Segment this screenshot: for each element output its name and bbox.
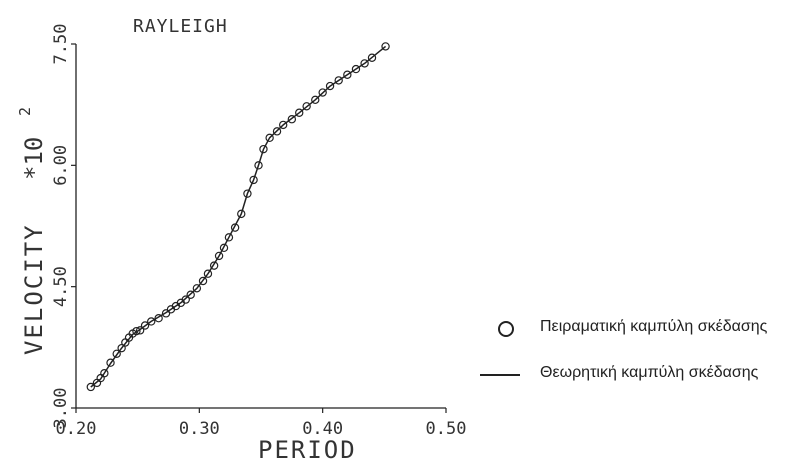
data-point-experimental — [214, 251, 224, 261]
data-point-experimental — [219, 243, 229, 253]
data-point-experimental — [181, 295, 190, 304]
data-point-experimental — [381, 42, 390, 51]
data-point-experimental — [224, 233, 234, 242]
x-tick-label: 0.50 — [426, 419, 467, 439]
solid-line-icon — [480, 374, 520, 376]
series-markers-group — [86, 42, 390, 392]
y-axis-label: VELOCITY *10 2 — [16, 107, 48, 355]
ticks: 0.20 0.30 0.40 0.50 3.00 4.50 6.00 7.50 — [51, 24, 466, 439]
data-point-experimental — [117, 343, 126, 353]
axes — [75, 44, 446, 409]
open-circle-marker-icon — [498, 321, 514, 337]
data-point-experimental — [230, 223, 240, 232]
legend-item-experimental: Πειραματική καμπύλη σκέδασης — [490, 318, 790, 342]
data-point-experimental — [287, 115, 297, 124]
y-tick-label: 7.50 — [51, 24, 71, 65]
data-point-experimental — [135, 326, 145, 335]
data-point-experimental — [192, 284, 202, 293]
x-tick-label: 0.40 — [302, 419, 343, 439]
data-point-experimental — [254, 161, 263, 170]
data-point-experimental — [272, 127, 282, 136]
data-point-experimental — [259, 144, 268, 154]
data-point-experimental — [147, 317, 156, 326]
data-point-experimental — [198, 276, 208, 286]
x-tick-label: 0.20 — [56, 419, 97, 439]
data-point-experimental — [318, 88, 327, 97]
data-point-experimental — [100, 369, 109, 378]
legend-label-theoretical: Θεωρητική καμπύλη σκέδασης — [540, 364, 759, 381]
y-tick-label: 3.00 — [51, 388, 71, 429]
data-point-experimental — [140, 321, 150, 330]
data-point-experimental — [92, 378, 102, 388]
data-point-experimental — [343, 70, 352, 79]
y-axis-label-exponent: 2 — [16, 107, 34, 116]
x-tick-label: 0.30 — [179, 419, 220, 439]
y-axis-label-main: VELOCITY — [20, 223, 48, 355]
data-point-experimental — [325, 81, 335, 91]
y-tick-label: 6.00 — [51, 145, 71, 186]
legend-item-theoretical: Θεωρητική καμπύλη σκέδασης — [480, 364, 790, 388]
y-tick-label: 4.50 — [51, 266, 71, 307]
data-point-experimental — [334, 76, 343, 85]
data-point-experimental — [360, 59, 369, 68]
data-point-experimental — [279, 120, 288, 130]
data-point-experimental — [161, 309, 171, 318]
data-point-experimental — [186, 290, 195, 299]
legend: Πειραματική καμπύλη σκέδασης Θεωρητική κ… — [480, 318, 790, 410]
data-point-experimental — [295, 108, 304, 117]
data-point-experimental — [302, 102, 311, 111]
data-point-experimental — [112, 349, 121, 359]
data-point-experimental — [249, 175, 258, 185]
legend-label-experimental: Πειραματική καμπύλη σκέδασης — [540, 318, 768, 335]
x-axis-label: PERIOD — [258, 436, 357, 463]
data-point-experimental — [367, 53, 377, 62]
data-point-experimental — [265, 133, 274, 143]
data-point-experimental — [311, 95, 320, 105]
data-point-experimental — [243, 189, 252, 198]
chart-title: RAYLEIGH — [133, 16, 228, 37]
data-point-experimental — [106, 358, 115, 367]
data-point-experimental — [237, 209, 246, 219]
data-point-experimental — [132, 326, 141, 336]
data-point-experimental — [351, 64, 361, 74]
data-point-experimental — [86, 382, 96, 392]
y-axis-label-factor: *10 — [20, 137, 48, 180]
data-point-experimental — [154, 314, 163, 323]
data-point-experimental — [209, 261, 219, 270]
data-point-experimental — [203, 269, 213, 278]
